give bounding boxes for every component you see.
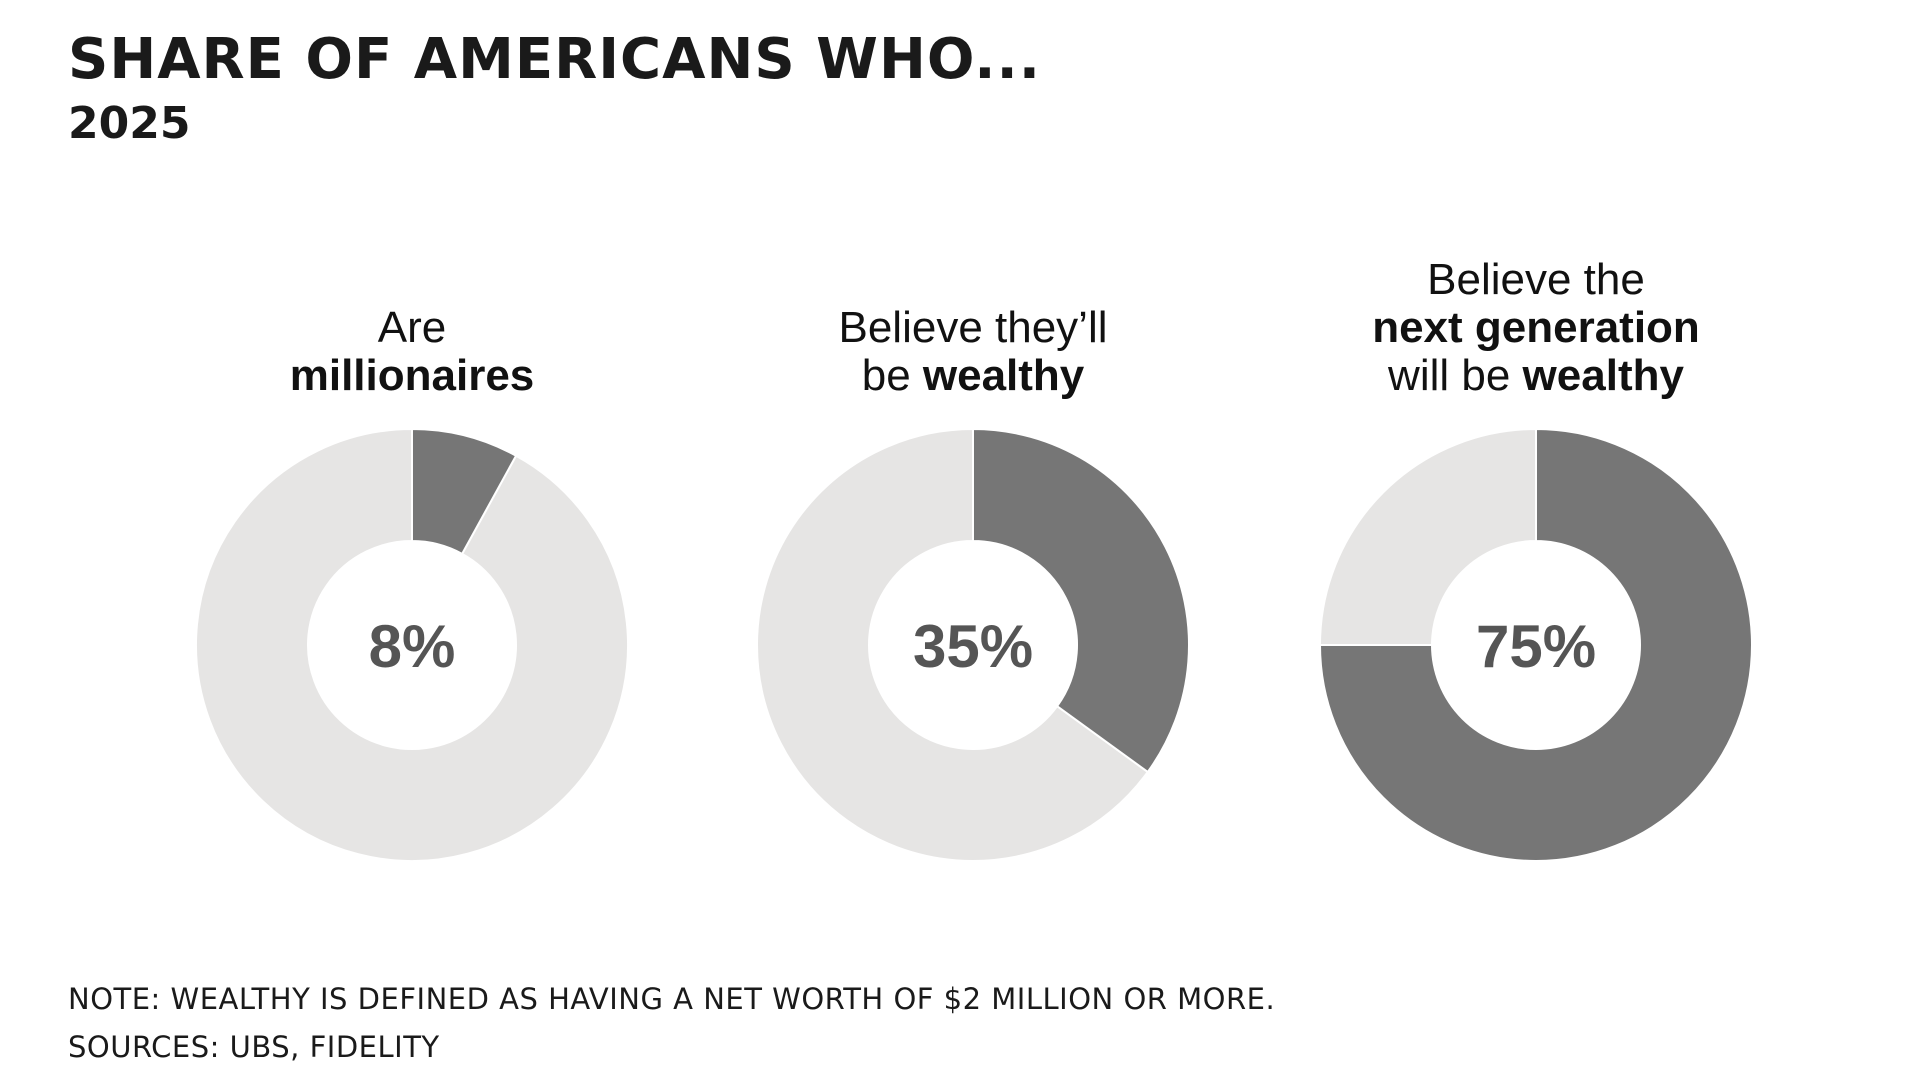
donut-label-block: Believe they’ll be wealthy (733, 0, 1213, 400)
donut-title: Are millionaires (172, 304, 652, 400)
donut-value-slice (1318, 427, 1753, 862)
donut-remainder-slice (756, 427, 1150, 862)
donut-title-text: Are (377, 303, 447, 352)
donut-value-slice (972, 427, 1190, 774)
donut-title-line: next generation (1296, 304, 1776, 352)
donut-title-emphasis: wealthy (922, 351, 1085, 400)
donut-title: Believe the next generation will be wealth… (1296, 256, 1776, 400)
donut-title-emphasis: millionaires (289, 351, 535, 400)
donut-label-block: Believe the next generation will be wealth… (1296, 0, 1776, 400)
donut-title-line: Are (172, 304, 652, 352)
donut-value-slice (411, 427, 518, 556)
donut-title-text: Believe the (1427, 255, 1645, 304)
donut-title-line: Believe they’ll (733, 304, 1213, 352)
donut-chart: 8% (195, 427, 629, 862)
chart-sources: Sources: UBS, Fidelity (68, 1030, 440, 1064)
donut-title-line: will be wealthy (1296, 352, 1776, 400)
donut-label-block: Are millionaires (172, 0, 652, 400)
chart-subtitle: 2025 (68, 98, 191, 149)
donut-center-value: 35% (913, 613, 1033, 680)
donut-chart: 75% (1318, 427, 1753, 862)
donut-title-text: Believe they’ll (838, 303, 1108, 352)
donut-center-value: 75% (1476, 613, 1596, 680)
donut-title-emphasis: wealthy (1522, 351, 1684, 400)
chart-title: Share of Americans who... (68, 27, 1042, 92)
donut-center-value: 8% (369, 613, 456, 680)
donut-title-line: Believe the (1296, 256, 1776, 304)
donut-chart: 35% (756, 427, 1190, 862)
donut-remainder-slice (195, 427, 629, 862)
donut-remainder-slice (1318, 427, 1537, 646)
donut-title-text: will be (1388, 351, 1523, 400)
donut-title-line: be wealthy (733, 352, 1213, 400)
chart-note: Note: Wealthy is defined as having a net… (68, 982, 1276, 1016)
donut-title-line: millionaires (172, 352, 652, 400)
donut-title-text: be (861, 351, 923, 400)
donut-title: Believe they’ll be wealthy (733, 304, 1213, 400)
donut-title-emphasis: next generation (1372, 303, 1700, 352)
